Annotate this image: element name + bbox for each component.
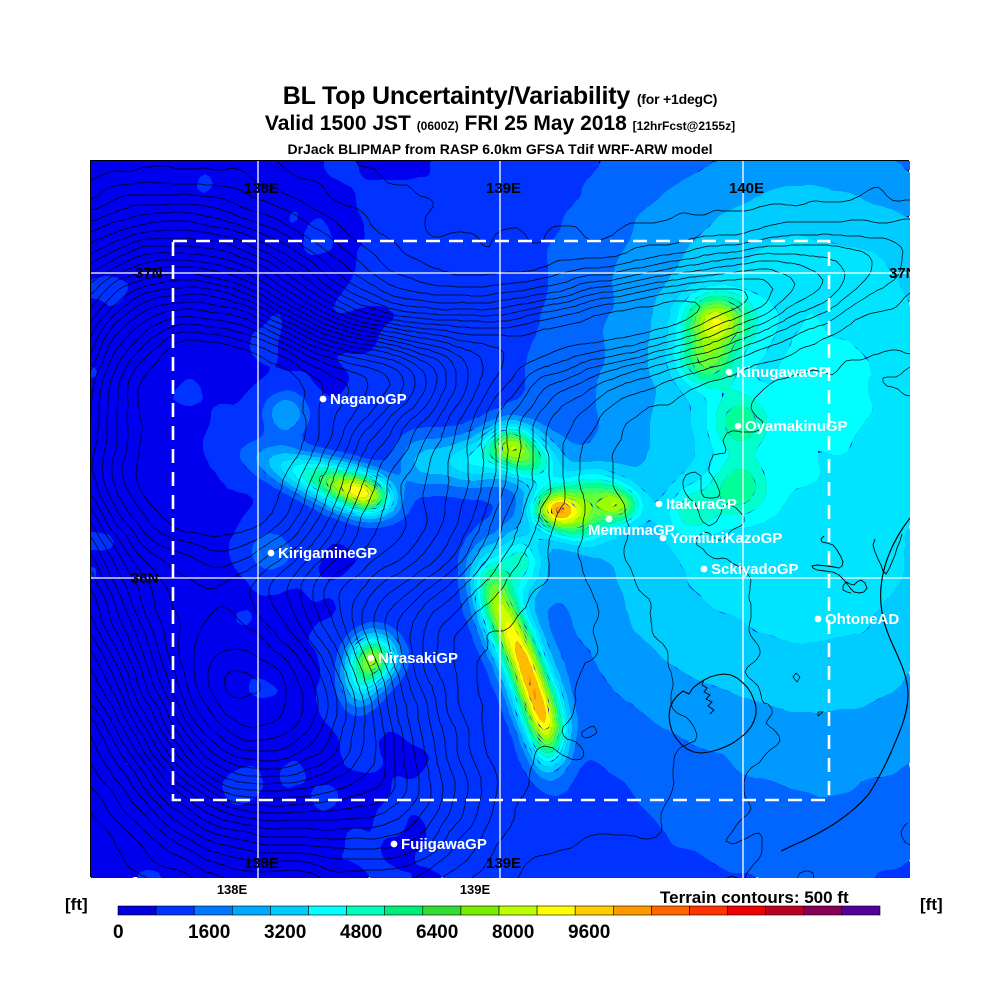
svg-text:SckiyadoGP: SckiyadoGP bbox=[711, 561, 799, 578]
svg-text:OhtoneAD: OhtoneAD bbox=[825, 611, 899, 628]
svg-text:138E: 138E bbox=[217, 882, 248, 897]
svg-text:4800: 4800 bbox=[340, 922, 382, 943]
svg-text:3200: 3200 bbox=[264, 922, 306, 943]
svg-text:139E: 139E bbox=[460, 882, 491, 897]
svg-text:140E: 140E bbox=[729, 180, 764, 197]
svg-text:0: 0 bbox=[113, 922, 124, 943]
svg-text:YomiuriKazoGP: YomiuriKazoGP bbox=[670, 530, 782, 547]
svg-text:138E: 138E bbox=[244, 180, 279, 197]
svg-text:Terrain contours: 500 ft: Terrain contours: 500 ft bbox=[660, 888, 849, 907]
svg-text:NirasakiGP: NirasakiGP bbox=[378, 650, 458, 667]
svg-text:139E: 139E bbox=[486, 180, 521, 197]
svg-text:9600: 9600 bbox=[568, 922, 610, 943]
svg-text:36N: 36N bbox=[131, 570, 159, 587]
svg-text:139E: 139E bbox=[486, 855, 521, 872]
svg-text:8000: 8000 bbox=[492, 922, 534, 943]
svg-text:KinugawaGP: KinugawaGP bbox=[736, 364, 829, 381]
svg-text:138E: 138E bbox=[244, 855, 279, 872]
svg-text:KirigamineGP: KirigamineGP bbox=[278, 545, 377, 562]
svg-text:6400: 6400 bbox=[416, 922, 458, 943]
svg-text:37N: 37N bbox=[889, 265, 910, 282]
svg-text:OyamakinuGP: OyamakinuGP bbox=[745, 418, 848, 435]
svg-text:FujigawaGP: FujigawaGP bbox=[401, 836, 487, 853]
svg-text:[ft]: [ft] bbox=[920, 895, 943, 914]
svg-text:37N: 37N bbox=[135, 265, 163, 282]
svg-text:NaganoGP: NaganoGP bbox=[330, 391, 407, 408]
svg-text:ItakuraGP: ItakuraGP bbox=[666, 496, 737, 513]
svg-text:[ft]: [ft] bbox=[65, 895, 88, 914]
svg-text:1600: 1600 bbox=[188, 922, 230, 943]
